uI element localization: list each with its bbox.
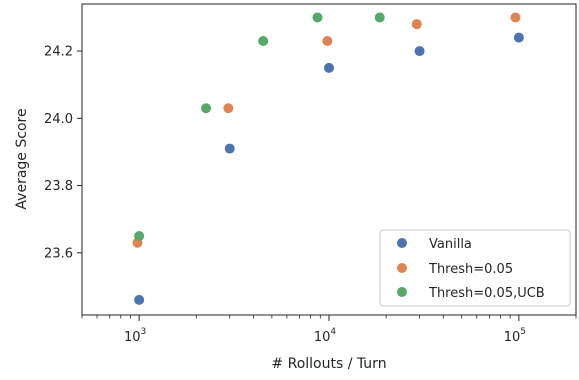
point-vanilla [134,294,145,305]
point-thresh-0-05 [223,103,234,114]
point-thresh-0-05 [322,35,333,46]
point-vanilla [414,46,425,57]
point-vanilla [324,62,334,73]
legend-box [379,229,571,307]
legend-label-vanilla: Vanilla [429,237,472,252]
legend-label-thresh: Thresh=0.05 [428,262,513,277]
point-vanilla [513,32,524,43]
y-tick-label: 23.6 [44,246,73,261]
legend-marker-thresh-ucb [397,287,407,297]
y-tick-label: 24.0 [44,112,73,127]
point-thresh-0-05-ucb [374,12,385,23]
data-points [132,12,524,305]
point-thresh-0-05-ucb [258,35,269,46]
point-thresh-0-05 [411,19,422,30]
point-thresh-0-05-ucb [134,230,145,241]
y-tick-label: 24.2 [44,45,73,60]
legend-label-thresh-ucb: Thresh=0.05,UCB [428,286,545,301]
legend-marker-thresh [397,263,407,273]
point-thresh-0-05 [510,12,521,23]
x-tick-label: 104 [314,327,337,345]
x-tick-label: 105 [504,327,526,345]
y-axis-label: Average Score [14,108,30,209]
x-axis-ticks: 103 104 105 [81,315,577,345]
point-thresh-0-05-ucb [312,12,323,23]
point-vanilla [224,143,235,154]
point-thresh-0-05-ucb [201,103,212,114]
legend: Vanilla Thresh=0.05 Thresh=0.05,UCB [379,229,571,307]
legend-marker-vanilla [397,238,407,248]
y-axis-ticks: 23.6 23.8 24.0 24.2 [44,45,82,261]
y-tick-label: 23.8 [44,179,73,194]
x-tick-label: 103 [124,327,146,345]
x-axis-label: # Rollouts / Turn [271,356,386,372]
